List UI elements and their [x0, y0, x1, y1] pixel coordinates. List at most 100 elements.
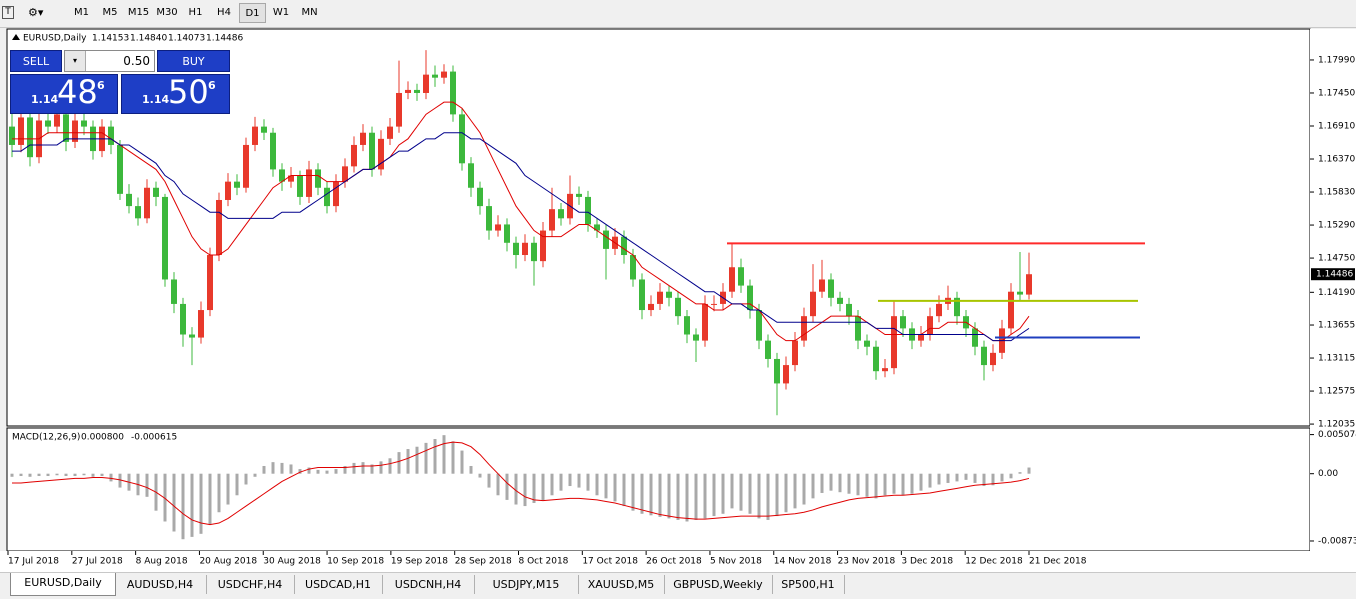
candle-body — [477, 187, 483, 207]
symbol-label: EURUSD,Daily — [23, 34, 87, 44]
candle-body — [585, 196, 591, 225]
chart-tabs: EURUSD,Daily AUDUSD,H4 USDCHF,H4 USDCAD,H1 U… — [0, 572, 1356, 599]
macd-bar — [802, 473, 806, 505]
macd-bar — [757, 473, 761, 519]
macd-bar — [208, 473, 212, 525]
toolbar-icon[interactable]: ⚙▾ — [28, 6, 44, 19]
candle-body — [675, 297, 681, 317]
macd-bar — [82, 473, 86, 476]
x-tick-label: 5 Nov 2018 — [710, 557, 762, 567]
macd-bar — [973, 473, 977, 483]
toolbar-icon[interactable]: T — [2, 6, 14, 19]
macd-bar — [991, 473, 995, 486]
candle-body — [504, 224, 510, 243]
macd-bar — [442, 435, 446, 474]
timeframe-button[interactable]: M5 — [102, 7, 118, 18]
timeframe-button[interactable]: M15 — [127, 7, 150, 18]
macd-bar — [370, 464, 374, 474]
macd-bar — [451, 441, 455, 474]
macd-bar — [883, 473, 887, 496]
time-axis — [0, 551, 1356, 572]
chart-tab[interactable]: EURUSD,Daily — [10, 573, 116, 596]
macd-bar — [820, 473, 824, 493]
candle-body — [441, 71, 447, 78]
timeframe-button[interactable]: M30 — [156, 7, 178, 18]
macd-bar — [226, 473, 230, 505]
macd-bar — [235, 473, 239, 496]
timeframe-button[interactable]: W1 — [272, 7, 290, 18]
timeframe-button[interactable]: MN — [301, 7, 318, 18]
candle-body — [846, 303, 852, 317]
chart-tab[interactable]: USDCNH,H4 — [382, 575, 475, 594]
macd-bar — [298, 469, 302, 474]
candle-body — [9, 126, 15, 145]
chart-tab[interactable]: GBPUSD,Weekly — [664, 575, 773, 594]
candle-body — [351, 144, 357, 167]
macd-bar — [514, 473, 518, 505]
y-tick-label: 1.15290 — [1318, 221, 1355, 231]
macd-bar — [856, 473, 860, 496]
timeframe-button[interactable]: D1 — [239, 3, 266, 23]
macd-bar — [244, 473, 248, 485]
chart-tab[interactable]: AUDUSD,H4 — [114, 575, 207, 594]
ohlc-value: 1.14840 — [130, 34, 167, 44]
price-axis — [1310, 29, 1356, 551]
candle-body — [756, 310, 762, 341]
trade-panel: SELL ▾ 0.50 BUY 1.14 48 6 1.14 50 6 — [10, 50, 230, 114]
candle-body — [342, 166, 348, 182]
bid-box[interactable]: 1.14 48 6 — [10, 73, 118, 114]
candle-body — [801, 316, 807, 341]
candle-body — [27, 117, 33, 158]
chart-tab[interactable]: USDCAD,H1 — [294, 575, 383, 594]
candle-body — [432, 74, 438, 78]
y-tick-label: 1.14750 — [1318, 254, 1355, 264]
ask-box[interactable]: 1.14 50 6 — [121, 73, 230, 114]
timeframe-button[interactable]: M1 — [74, 7, 89, 18]
sell-button[interactable]: SELL — [10, 50, 62, 72]
chart-tab[interactable]: USDCHF,H4 — [206, 575, 295, 594]
lot-input[interactable]: ▾ 0.50 — [64, 50, 155, 72]
lot-dropdown[interactable]: ▾ — [65, 51, 86, 71]
candle-body — [774, 358, 780, 384]
macd-bar — [352, 462, 356, 474]
price-tag-label: 1.14486 — [1316, 270, 1353, 280]
candle-body — [387, 126, 393, 139]
macd-bar — [271, 462, 275, 474]
x-tick-label: 27 Jul 2018 — [72, 557, 123, 567]
buy-button[interactable]: BUY — [157, 50, 230, 72]
timeframe-button[interactable]: H4 — [217, 7, 231, 18]
macd-bar — [379, 461, 383, 474]
candle-body — [900, 316, 906, 329]
candle-body — [225, 181, 231, 200]
macd-bar — [55, 473, 59, 476]
moving-average — [12, 132, 1030, 342]
chart-tab[interactable]: XAUUSD,M5 — [578, 575, 665, 594]
macd-bar — [847, 473, 851, 494]
candle-body — [576, 193, 582, 197]
macd-bar — [964, 473, 968, 480]
x-tick-label: 28 Sep 2018 — [455, 557, 512, 567]
candle-body — [684, 316, 690, 335]
collapse-icon[interactable] — [12, 34, 20, 40]
macd-bar — [289, 464, 293, 474]
macd-bar — [568, 473, 572, 487]
candle-body — [990, 352, 996, 366]
candle-body — [819, 279, 825, 292]
macd-bar — [469, 465, 473, 474]
x-tick-label: 17 Oct 2018 — [582, 557, 638, 567]
y-tick-label: 0.00 — [1318, 469, 1338, 479]
moving-average — [12, 101, 1030, 342]
macd-readout: -0.000615 — [131, 433, 177, 443]
macd-bar — [1000, 473, 1004, 482]
candle-body — [378, 138, 384, 170]
timeframe-button[interactable]: H1 — [188, 7, 203, 18]
macd-bar — [415, 446, 419, 474]
macd-bar — [1018, 472, 1022, 474]
macd-bar — [46, 473, 50, 477]
macd-bar — [730, 473, 734, 509]
macd-bar — [694, 473, 698, 520]
chart-tab[interactable]: SP500,H1 — [772, 575, 845, 594]
candle-body — [279, 169, 285, 182]
chart-tab[interactable]: USDJPY,M15 — [474, 575, 579, 594]
candle-body — [153, 187, 159, 197]
